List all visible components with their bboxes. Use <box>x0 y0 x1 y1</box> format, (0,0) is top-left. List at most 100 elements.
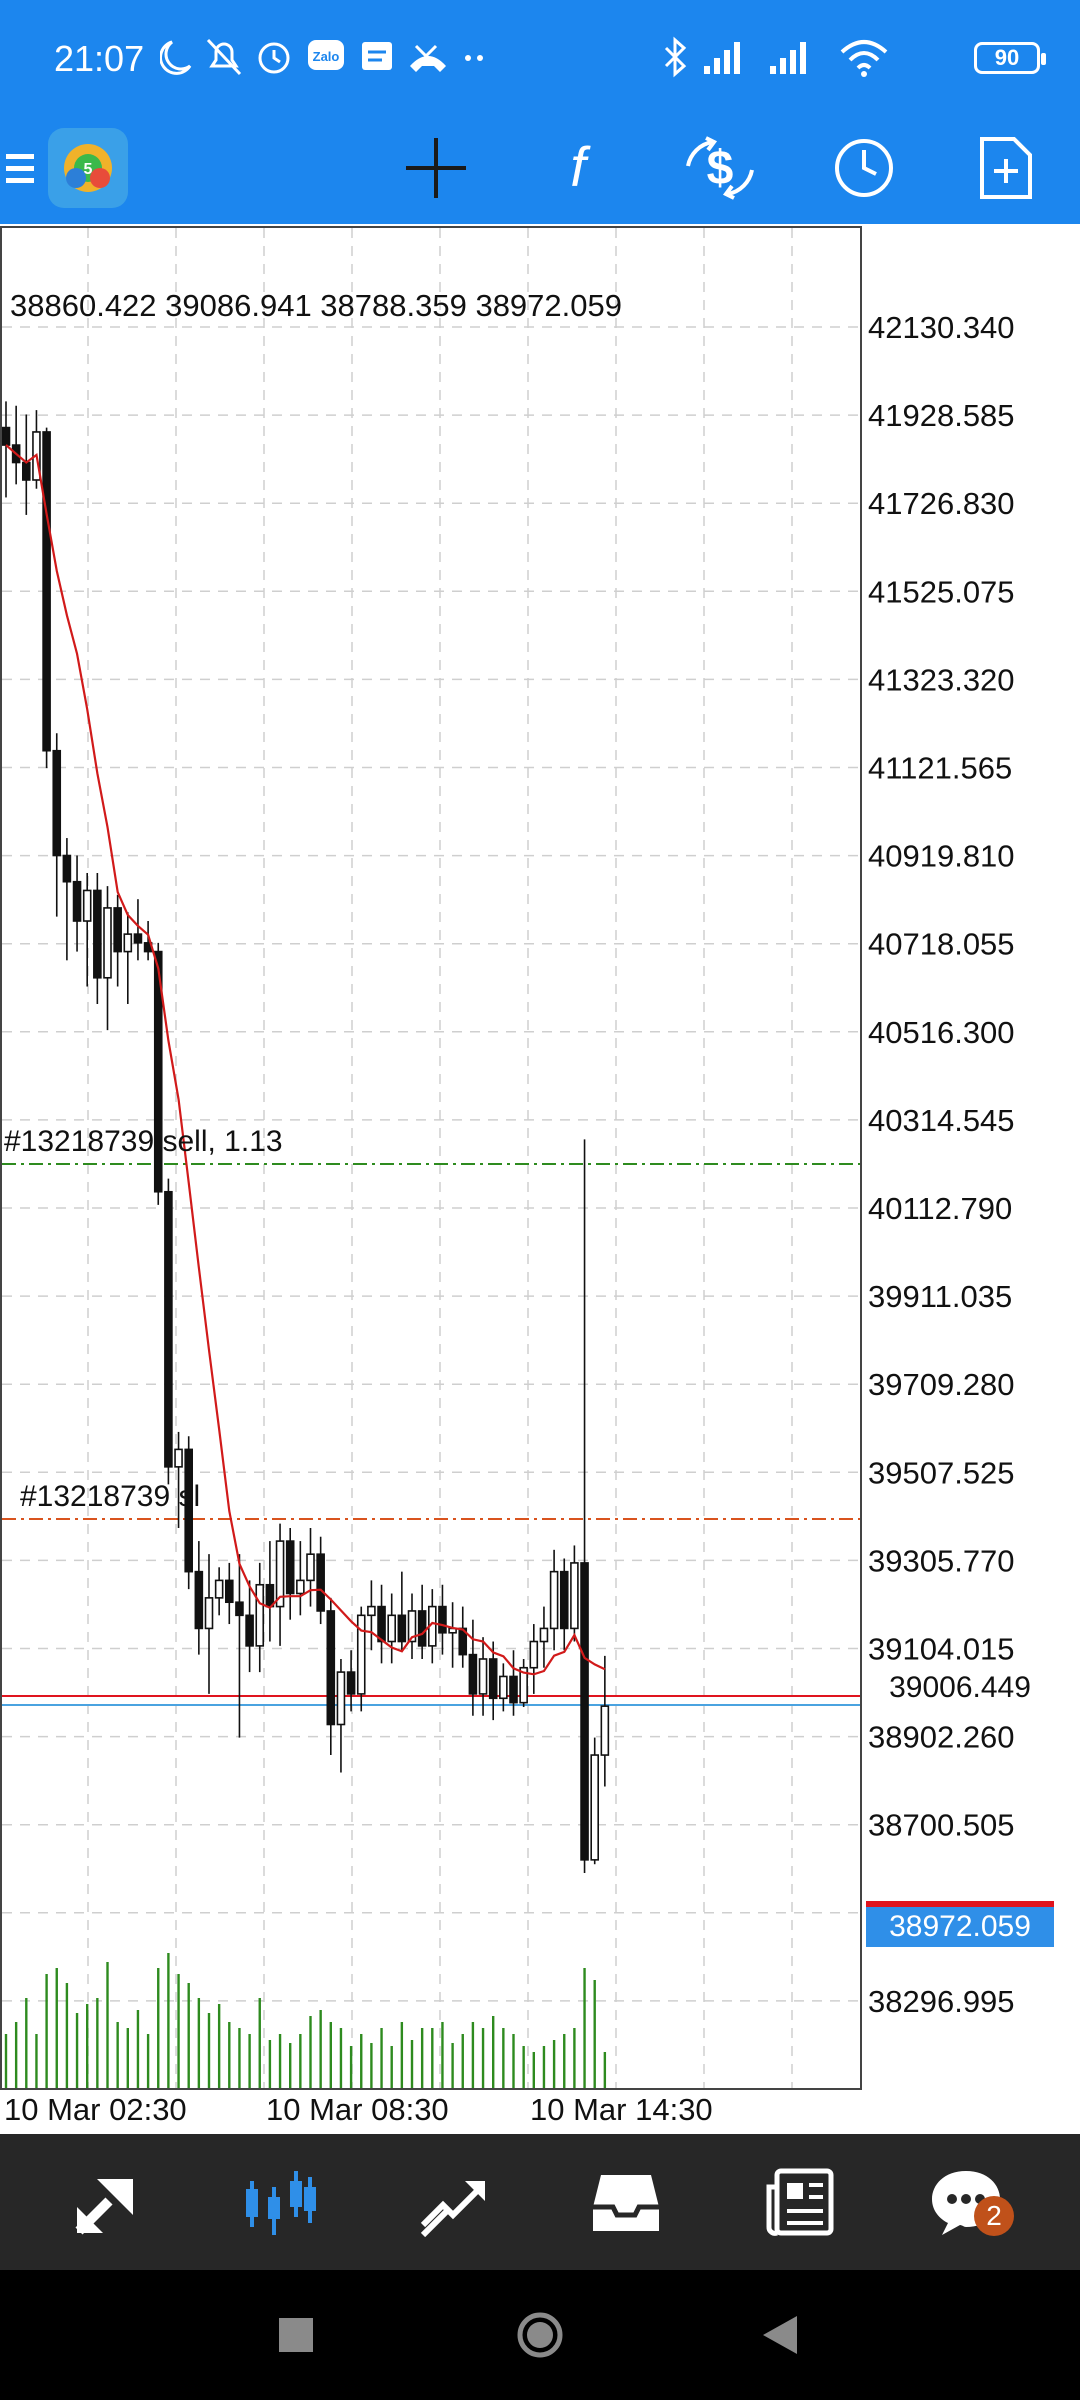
status-time: 21:07 <box>54 38 145 79</box>
candle-body <box>387 1614 397 1643</box>
chart-canvas[interactable]: 38860.422 39086.941 38788.359 38972.059 … <box>0 224 1080 2134</box>
candle-body <box>275 1540 285 1608</box>
candle-body <box>356 1614 366 1695</box>
candle-body <box>417 1610 427 1647</box>
timeframe-icon <box>835 139 893 197</box>
volume-bars <box>4 1953 607 2088</box>
candle-body <box>529 1640 539 1669</box>
history-icon <box>593 2175 659 2231</box>
price-tick-label: 40919.810 <box>868 839 1015 874</box>
price-tick-label: 40516.300 <box>868 1015 1015 1050</box>
nav-messages[interactable]: 2 <box>906 2134 1026 2270</box>
candle-body <box>153 950 163 1193</box>
price-tick-label: 39305.770 <box>868 1543 1015 1578</box>
candle-body <box>336 1671 346 1726</box>
messages-badge: 2 <box>974 2196 1014 2236</box>
back-button[interactable] <box>720 2270 840 2400</box>
nav-news[interactable] <box>740 2134 860 2270</box>
home-button[interactable] <box>480 2270 600 2400</box>
status-left-icons: Zalo <box>160 38 483 76</box>
candle-body <box>590 1754 600 1861</box>
signal-icon <box>704 42 740 74</box>
moon-icon <box>160 40 192 75</box>
price-tick-label: 39709.280 <box>868 1367 1015 1402</box>
trade-nav-icon <box>420 2181 485 2237</box>
status-bar: 21:07 Zalo 90 <box>0 0 1080 120</box>
candle-body <box>214 1579 224 1599</box>
nav-history[interactable] <box>566 2134 686 2270</box>
candle-body <box>488 1658 498 1700</box>
bluetooth-icon <box>664 36 687 78</box>
zalo-icon: Zalo <box>308 40 344 70</box>
back-icon <box>763 2316 797 2354</box>
candle-body <box>184 1448 193 1573</box>
candle-body <box>113 907 122 953</box>
price-tick-label: 41525.075 <box>868 574 1015 609</box>
candle-body <box>570 1562 579 1630</box>
price-tick-label: 39507.525 <box>868 1455 1015 1490</box>
svg-text:f: f <box>570 136 591 198</box>
price-tick-label: 40112.790 <box>868 1191 1012 1226</box>
candle-body <box>103 907 112 979</box>
nav-chart[interactable] <box>220 2134 340 2270</box>
price-tick-label: 41323.320 <box>868 662 1015 697</box>
battery-icon: 90 <box>974 42 1046 74</box>
trade-icon: $ <box>686 136 754 200</box>
candle-body <box>539 1627 549 1643</box>
menu-icon <box>6 154 34 183</box>
candle-body <box>164 1190 173 1468</box>
candle-body <box>194 1570 204 1630</box>
nav-quotes[interactable] <box>48 2134 168 2270</box>
crosshair-button[interactable] <box>376 112 496 224</box>
candle-body <box>93 889 102 979</box>
time-tick-label: 10 Mar 08:30 <box>266 2092 449 2127</box>
price-tick-label: 38902.260 <box>868 1720 1015 1755</box>
time-axis: 10 Mar 02:30 10 Mar 08:30 10 Mar 14:30 <box>4 2092 713 2127</box>
menu-button[interactable] <box>0 112 40 224</box>
price-tick-label: 39911.035 <box>868 1279 1012 1314</box>
candle-body <box>235 1601 244 1617</box>
candle-body <box>377 1605 386 1643</box>
candle-body <box>204 1597 214 1630</box>
news-icon <box>766 2168 834 2236</box>
candle-body <box>326 1610 336 1726</box>
sl-line-label[interactable]: #13218739 sl <box>20 1480 200 1513</box>
candle-body <box>316 1553 325 1612</box>
indicators-icon: f <box>570 136 591 198</box>
candle-body <box>82 889 92 922</box>
new-order-icon <box>980 137 1032 199</box>
wifi-icon <box>840 40 888 77</box>
timeframe-button[interactable] <box>804 112 924 224</box>
candle-body <box>407 1610 417 1643</box>
alarm-icon <box>258 42 290 74</box>
status-right-icons <box>664 36 888 78</box>
chart-icon <box>246 2171 316 2235</box>
order-lines <box>2 1163 860 1706</box>
trade-button[interactable]: $ <box>660 112 780 224</box>
candle-body <box>519 1666 528 1704</box>
candle-body <box>438 1605 447 1634</box>
candle-body <box>72 880 82 922</box>
bid-price-marker <box>866 1901 1054 1909</box>
price-chart[interactable]: 38860.422 39086.941 38788.359 38972.059 … <box>0 224 1080 2134</box>
current-price-badge: 38972.059 <box>866 1907 1054 1947</box>
hidden-price-label: 39006.449 <box>889 1671 1031 1704</box>
app-logo[interactable]: 5 <box>46 112 130 224</box>
order-line-label[interactable]: #13218739 sell, 1.13 <box>4 1125 283 1158</box>
price-tick-label: 38700.505 <box>868 1808 1015 1843</box>
candle-body <box>1 426 11 446</box>
mute-icon <box>206 38 242 76</box>
recents-button[interactable] <box>236 2270 356 2400</box>
new-order-button[interactable] <box>946 112 1066 224</box>
candle-body <box>21 461 31 481</box>
svg-text:$: $ <box>707 142 734 195</box>
candle-body <box>296 1579 305 1595</box>
nav-trade[interactable] <box>394 2134 514 2270</box>
ohlc-header: 38860.422 39086.941 38788.359 38972.059 <box>10 288 622 323</box>
indicators-button[interactable]: f <box>518 112 638 224</box>
candle-body <box>52 749 62 857</box>
message-icon <box>362 42 392 70</box>
candle-body <box>346 1671 356 1695</box>
quotes-icon <box>75 2179 133 2235</box>
price-tick-label: 42130.340 <box>868 310 1015 345</box>
